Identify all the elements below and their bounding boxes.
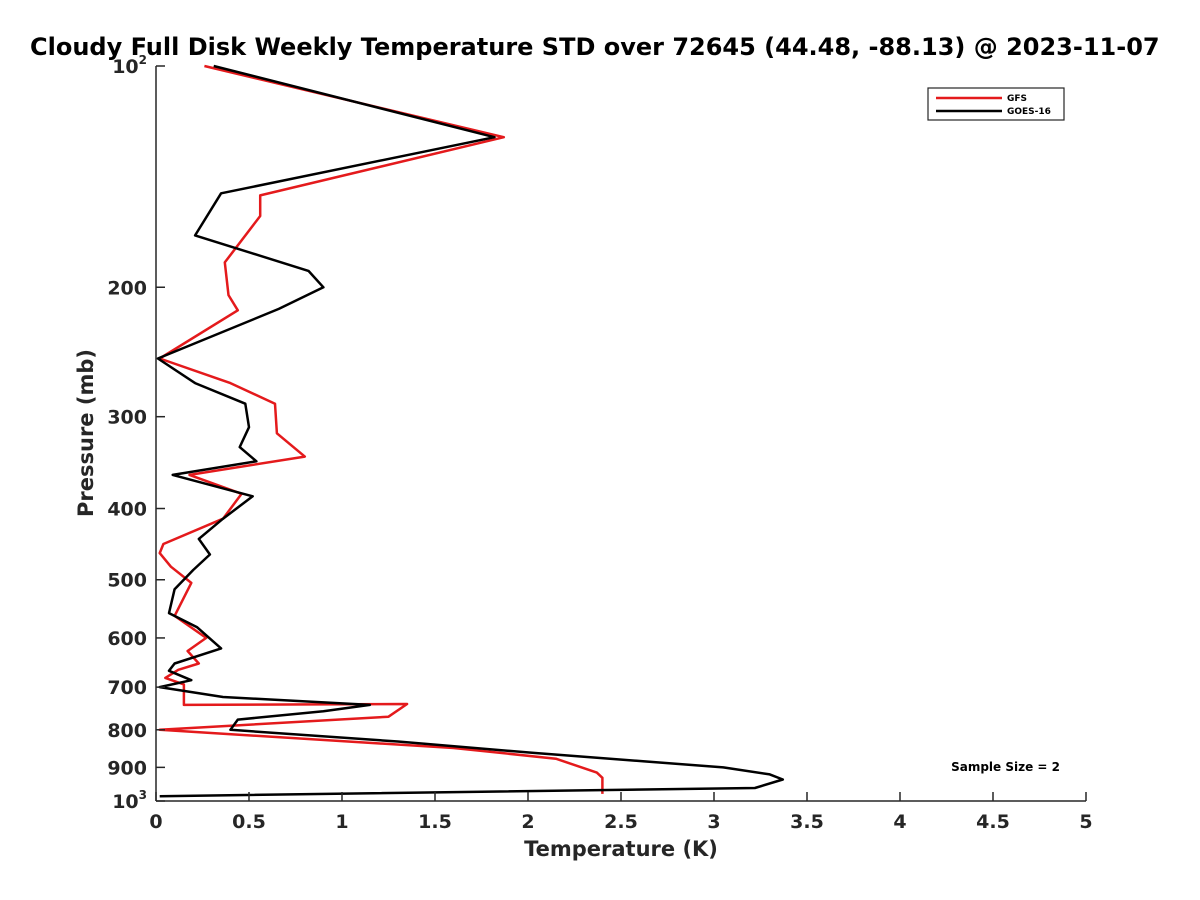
y-tick-label: 102 [112,53,147,78]
x-ticks: 0 0.5 1 1.5 2 2.5 3 3.5 4 4.5 5 [149,792,1093,833]
y-axis-label: Pressure (mb) [74,349,98,517]
y-tick-label: 500 [107,570,147,592]
y-tick-label: 300 [107,407,147,429]
x-tick-label: 0 [149,811,162,833]
legend-label-gfs: GFS [1007,94,1027,104]
y-ticks: 102 200 300 400 500 600 700 800 900 103 [107,53,165,813]
y-tick-label: 600 [107,628,147,650]
x-tick-label: 4.5 [976,811,1010,833]
sample-size-annotation: Sample Size = 2 [951,760,1060,774]
x-tick-label: 4 [893,811,906,833]
x-tick-label: 1.5 [418,811,452,833]
x-tick-label: 3.5 [790,811,824,833]
y-tick-label: 900 [107,757,147,779]
x-axis-label: Temperature (K) [524,837,718,861]
series-layer [156,64,785,798]
x-tick-label: 5 [1079,811,1092,833]
x-tick-label: 3 [707,811,720,833]
y-tick-label: 800 [107,720,147,742]
y-tick-label: 200 [107,277,147,299]
x-tick-label: 2 [521,811,534,833]
series-line-goes-16 [156,64,785,798]
chart-title: Cloudy Full Disk Weekly Temperature STD … [30,33,1160,61]
y-tick-label: 700 [107,677,147,699]
legend: GFS GOES-16 [927,87,1065,121]
plot-frame [155,66,1086,802]
legend-box [927,87,1065,121]
x-tick-label: 0.5 [232,811,266,833]
x-tick-label: 1 [335,811,348,833]
y-tick-label: 400 [107,499,147,521]
x-tick-label: 2.5 [604,811,638,833]
series-line-gfs [158,64,604,794]
legend-label-goes16: GOES-16 [1007,107,1051,117]
y-tick-label: 103 [112,788,147,813]
